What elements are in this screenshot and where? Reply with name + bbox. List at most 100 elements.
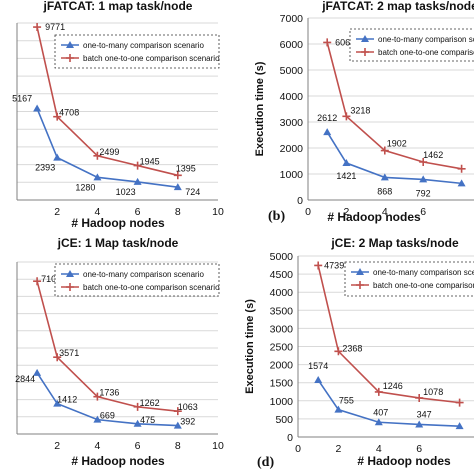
data-point	[419, 157, 428, 166]
legend-entry: one-to-many comparison scenario	[83, 41, 204, 50]
x-tick-label: 4	[376, 443, 382, 455]
x-tick-label: 2	[335, 443, 341, 455]
data-point	[33, 368, 42, 376]
data-point	[93, 415, 102, 423]
data-point	[133, 161, 142, 170]
x-axis-label: # Hadoop nodes	[327, 210, 421, 224]
legend: one-to-many comparison scenario batch one…	[54, 263, 220, 297]
legend-marker	[356, 281, 364, 289]
legend-entry: one-to-many comparison scenario	[378, 35, 474, 44]
data-point	[53, 153, 62, 161]
x-axis-label: # Hadoop nodes	[71, 216, 165, 230]
x-tick-label: 0	[295, 443, 301, 455]
x-tick-label: 8	[175, 206, 181, 218]
y-tick-label: 6000	[280, 39, 304, 51]
y-tick-label: 4000	[270, 287, 294, 299]
data-point	[53, 399, 62, 407]
legend-entry: batch one-to-one comparison scenario	[373, 281, 474, 290]
data-point	[173, 171, 182, 180]
y-tick-label: 3500	[270, 305, 294, 317]
y-tick-label: 3000	[270, 323, 294, 335]
data-point	[415, 393, 424, 402]
data-point	[380, 146, 389, 155]
panel-label: (b)	[268, 209, 285, 224]
data-label: 1945	[140, 157, 160, 167]
data-point	[457, 164, 466, 173]
y-tick-label: 500	[275, 414, 293, 426]
data-point	[374, 418, 383, 426]
data-point	[342, 159, 351, 167]
y-tick-label: 2000	[280, 143, 304, 155]
x-tick-label: 2	[54, 206, 60, 218]
y-tick-label: 0	[287, 432, 293, 444]
chart-title: jCE: 1 Map task/node	[57, 236, 179, 250]
data-label: 1063	[178, 402, 198, 412]
legend-marker	[66, 54, 74, 62]
y-tick-label: 1000	[270, 396, 294, 408]
data-label: 5167	[12, 94, 32, 104]
data-point	[314, 376, 323, 384]
data-label: 4708	[59, 108, 79, 118]
legend-marker	[66, 41, 74, 48]
data-label: 1078	[423, 387, 443, 397]
data-point	[53, 353, 62, 362]
x-tick-label: 4	[382, 206, 388, 218]
y-tick-label: 3000	[280, 117, 304, 129]
legend-entry: batch one-to-one comparison scenario	[83, 54, 220, 63]
chart-panel-4: 0 500 1000 1500 2000 2500 3000 3500 4000 4500 5000…	[244, 236, 474, 470]
data-label: 2844	[15, 374, 35, 384]
data-point	[323, 128, 332, 136]
data-point	[415, 420, 424, 428]
legend-marker	[361, 35, 369, 42]
legend-entry: batch one-to-one comparison scenario	[83, 283, 220, 292]
data-point	[314, 261, 323, 270]
y-tick-label: 2500	[270, 342, 294, 354]
data-point	[173, 183, 182, 191]
data-label: 1023	[116, 187, 136, 197]
data-label: 6062	[335, 37, 355, 47]
legend-marker	[356, 268, 364, 275]
x-tick-label: 10	[212, 440, 224, 452]
data-label: 1395	[176, 163, 196, 173]
data-label: 392	[180, 417, 195, 427]
legend-marker	[66, 270, 74, 277]
x-tick-label: 6	[135, 440, 141, 452]
y-tick-label: 0	[297, 195, 303, 207]
data-point	[33, 23, 42, 32]
data-label: 407	[373, 407, 388, 417]
x-tick-label: 6	[416, 443, 422, 455]
data-label: 1262	[140, 398, 160, 408]
data-point	[457, 179, 466, 187]
legend: one-to-many comparison scenario batch one…	[344, 261, 474, 297]
data-label: 2393	[35, 163, 55, 173]
chart-panel-3: 2 4 6 8 10 jCE: 1 Map task/node # Hadoop nodes…	[15, 236, 224, 468]
x-axis-label: # Hadoop nodes	[71, 454, 165, 468]
data-label: 3218	[350, 105, 370, 115]
data-point	[173, 421, 182, 429]
chart-panel-2: 0 1000 2000 3000 4000 5000 6000 7000 0 2 4 6 jFATCAT…	[254, 0, 474, 224]
data-label: 1246	[383, 381, 403, 391]
y-tick-label: 5000	[280, 65, 304, 77]
y-tick-label: 7000	[280, 13, 304, 25]
data-label: 347	[417, 409, 432, 419]
x-tick-label: 4	[94, 206, 100, 218]
legend-entry: one-to-many comparison scenario	[83, 270, 204, 279]
chart-title: jFATCAT: 2 map tasks/node	[321, 0, 474, 13]
legend: one-to-many comparison scenario batch one…	[54, 34, 220, 69]
data-label: 2499	[99, 147, 119, 157]
x-tick-label: 6	[420, 206, 426, 218]
data-point	[455, 422, 464, 430]
data-point	[93, 173, 102, 181]
data-point	[419, 175, 428, 183]
x-axis-label: # Hadoop nodes	[357, 454, 451, 468]
data-point	[173, 407, 182, 416]
data-point	[380, 173, 389, 181]
legend-box	[54, 34, 220, 69]
data-label: 4739	[324, 260, 344, 270]
legend-marker	[66, 283, 74, 291]
data-point	[53, 112, 62, 121]
x-tick-label: 10	[212, 206, 224, 218]
x-tick-label: 2	[54, 440, 60, 452]
chart-title: jFATCAT: 1 map task/node	[43, 0, 193, 13]
